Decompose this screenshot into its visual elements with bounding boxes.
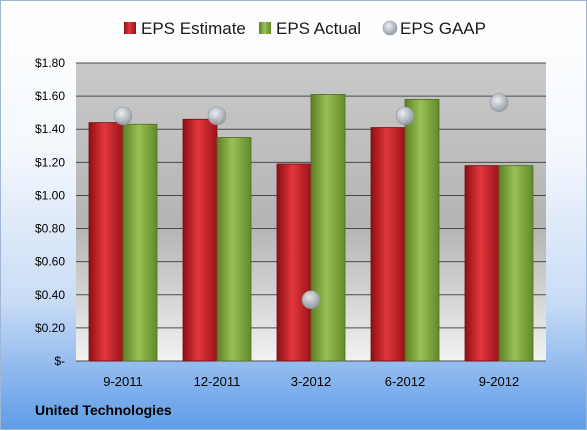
estimate-bar bbox=[276, 163, 312, 362]
x-tick-label: 9-2011 bbox=[103, 374, 143, 389]
gaap-point bbox=[395, 106, 415, 126]
legend-swatch bbox=[124, 22, 136, 34]
estimate-bar bbox=[88, 122, 124, 362]
y-axis-ticks: $- $0.20 $0.40 $0.60 $0.80 $1.00 $1.20 $1.40 $1.… bbox=[35, 56, 65, 368]
y-tick-label: $1.40 bbox=[35, 122, 65, 136]
x-tick-label: 3-2012 bbox=[291, 374, 331, 389]
actual-bar bbox=[404, 99, 440, 362]
x-tick-label: 9-2012 bbox=[479, 374, 519, 389]
gaap-points bbox=[113, 93, 509, 310]
legend-swatch bbox=[259, 22, 271, 34]
x-axis-ticks: 9-2011 12-2011 3-2012 6-2012 9-2012 bbox=[103, 374, 519, 389]
gaap-point bbox=[207, 106, 227, 126]
legend-label: EPS GAAP bbox=[400, 19, 486, 38]
legend-label: EPS Estimate bbox=[141, 19, 246, 38]
gaap-point bbox=[301, 290, 321, 310]
y-tick-label: $0.80 bbox=[35, 222, 65, 236]
gaap-point bbox=[113, 106, 133, 126]
y-tick-label: $0.60 bbox=[35, 255, 65, 269]
actual-bar bbox=[310, 94, 346, 362]
estimate-bar bbox=[370, 127, 406, 362]
estimate-bar bbox=[464, 165, 500, 362]
y-tick-label: $1.80 bbox=[35, 56, 65, 70]
estimate-bar bbox=[182, 118, 218, 362]
actual-bar bbox=[216, 137, 252, 362]
legend: EPS Estimate EPS Actual EPS GAAP bbox=[124, 19, 486, 38]
y-tick-label: $0.40 bbox=[35, 288, 65, 302]
y-tick-label: $1.60 bbox=[35, 89, 65, 103]
actual-bar bbox=[498, 165, 534, 362]
y-tick-label: $1.00 bbox=[35, 188, 65, 202]
legend-swatch bbox=[382, 20, 398, 36]
x-tick-label: 12-2011 bbox=[194, 374, 241, 389]
company-label: United Technologies bbox=[35, 402, 172, 418]
actual-bar bbox=[122, 123, 158, 362]
legend-label: EPS Actual bbox=[276, 19, 361, 38]
y-tick-label: $0.20 bbox=[35, 321, 65, 335]
x-tick-label: 6-2012 bbox=[385, 374, 425, 389]
y-tick-label: $- bbox=[54, 354, 65, 368]
gaap-point bbox=[489, 93, 509, 113]
y-tick-label: $1.20 bbox=[35, 155, 65, 169]
bars bbox=[88, 94, 534, 362]
